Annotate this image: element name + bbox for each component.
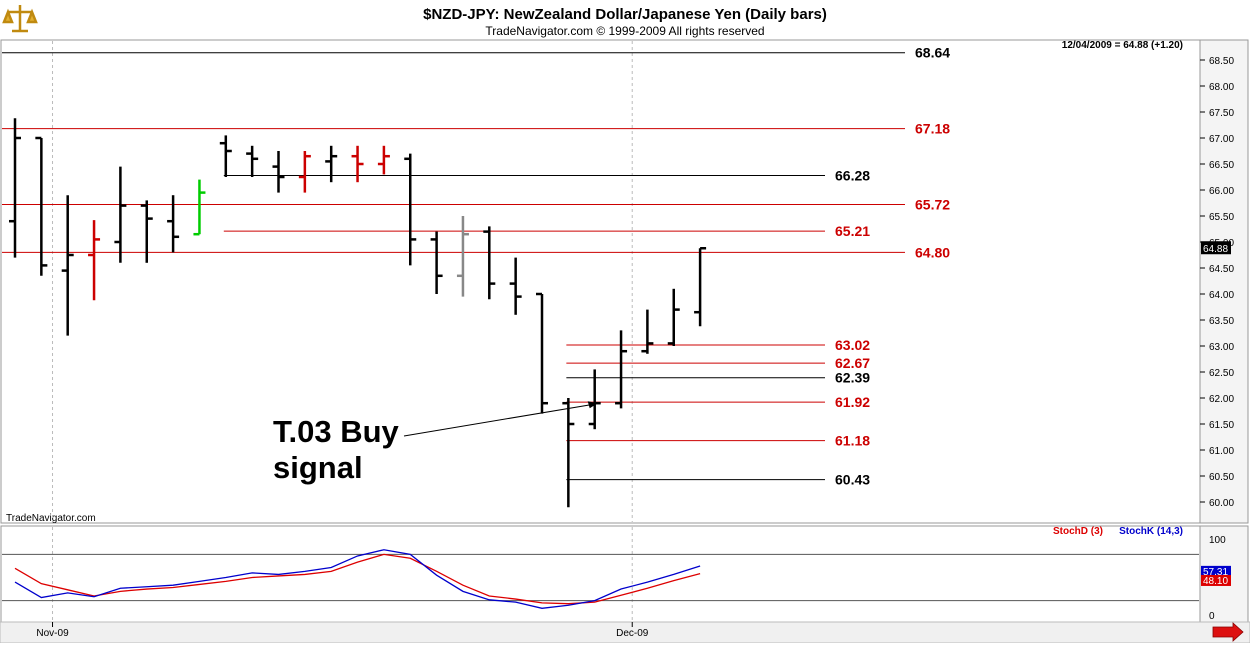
ohlc-bar — [167, 195, 180, 253]
ohlc-bar — [219, 135, 232, 177]
stoch-k-value-box — [1201, 565, 1231, 577]
ohlc-bar — [35, 136, 48, 276]
ohlc-bar — [88, 220, 101, 301]
y-tick-label: 62.50 — [1209, 368, 1234, 379]
y-tick-label: 60.50 — [1209, 472, 1234, 483]
stoch-tick-label: 0 — [1209, 611, 1215, 622]
price-axis[interactable] — [1199, 39, 1249, 524]
x-tick-label: Nov-09 — [36, 628, 69, 639]
stoch-d-value: 48.10 — [1203, 576, 1228, 587]
y-tick-label: 63.50 — [1209, 316, 1234, 327]
y-tick-label: 66.50 — [1209, 160, 1234, 171]
x-tick-label: Dec-09 — [616, 628, 649, 639]
ohlc-bar — [536, 292, 548, 414]
ohlc-bar — [114, 166, 127, 263]
ohlc-bar — [325, 145, 338, 183]
y-tick-label: 68.50 — [1209, 56, 1234, 67]
ohlc-bar — [193, 179, 206, 236]
stoch-k-value: 57.31 — [1203, 567, 1228, 578]
ohlc-bar — [9, 118, 21, 258]
level-label: 67.18 — [915, 121, 950, 137]
annotation-arrow-line — [403, 403, 594, 437]
ohlc-bar — [404, 153, 417, 266]
annotation-arrow-head — [587, 401, 598, 409]
level-lines-layer: 68.64 67.18 66.28 65.72 65.21 64.80 63.02 62.67… — [2, 45, 950, 488]
stoch-tick-label: 100 — [1209, 535, 1226, 546]
ohlc-bar — [694, 246, 707, 327]
level-label: 63.02 — [835, 337, 870, 353]
chart-subtitle: TradeNavigator.com © 1999-2009 All right… — [485, 24, 764, 38]
chart-title: $NZD-JPY: NewZealand Dollar/Japanese Yen… — [423, 6, 827, 23]
annotation-line-2: signal — [273, 450, 363, 485]
level-label: 61.92 — [835, 394, 870, 410]
ohlc-bar — [430, 231, 443, 294]
y-tick-label: 66.00 — [1209, 186, 1234, 197]
level-label: 61.18 — [835, 433, 870, 449]
right-arrow-icon[interactable] — [1212, 622, 1244, 642]
level-label: 65.21 — [835, 223, 870, 239]
ohlc-bar — [61, 195, 74, 336]
stoch-d-legend: StochD (3) — [1053, 526, 1103, 537]
level-label: 68.64 — [915, 45, 950, 61]
y-tick-label: 68.00 — [1209, 82, 1234, 93]
y-tick-label: 62.00 — [1209, 394, 1234, 405]
ohlc-bar — [298, 151, 311, 193]
annotation-line-1: T.03 Buy — [273, 414, 400, 449]
ohlc-bar — [272, 151, 285, 193]
ohlc-bar — [615, 330, 628, 409]
y-tick-label: 64.00 — [1209, 290, 1234, 301]
stoch-d-value-box — [1201, 574, 1231, 586]
price-ticks-layer: 68.5068.0067.5067.0066.5066.0065.5065.00… — [1200, 56, 1234, 509]
y-tick-label: 61.50 — [1209, 420, 1234, 431]
ohlc-bar — [509, 257, 522, 315]
scale-logo-icon[interactable] — [2, 2, 38, 36]
ohlc-bar — [246, 145, 259, 177]
ohlc-bar — [641, 309, 654, 354]
level-label: 66.28 — [835, 167, 870, 183]
stoch-k-legend: StochK (14,3) — [1119, 526, 1183, 537]
watermark: TradeNavigator.com — [6, 513, 96, 524]
last-quote-readout: 12/04/2009 = 64.88 (+1.20) — [1062, 40, 1183, 51]
y-tick-label: 65.50 — [1209, 212, 1234, 223]
y-tick-label: 60.00 — [1209, 498, 1234, 509]
ohlc-bar — [456, 216, 469, 297]
time-ticks-layer: Nov-09 Dec-09 — [36, 622, 649, 639]
y-tick-label: 61.00 — [1209, 446, 1234, 457]
level-label: 62.67 — [835, 355, 870, 371]
level-label: 64.80 — [915, 244, 950, 260]
ohlc-bar — [351, 145, 364, 183]
grid-layer — [52, 41, 633, 621]
ohlc-bar — [377, 145, 390, 175]
y-tick-label: 67.50 — [1209, 108, 1234, 119]
y-tick-label: 67.00 — [1209, 134, 1234, 145]
level-label: 62.39 — [835, 370, 870, 386]
last-price-box — [1201, 241, 1231, 255]
ohlc-bar — [562, 398, 575, 508]
ohlc-bar — [667, 288, 680, 346]
level-label: 65.72 — [915, 197, 950, 213]
ohlc-bar — [483, 226, 496, 300]
y-tick-label: 63.00 — [1209, 342, 1234, 353]
level-label: 60.43 — [835, 472, 870, 488]
y-tick-label: 64.50 — [1209, 264, 1234, 275]
ohlc-bar — [140, 200, 153, 263]
last-price-label: 64.88 — [1203, 244, 1228, 255]
stoch-k-line — [14, 549, 701, 609]
